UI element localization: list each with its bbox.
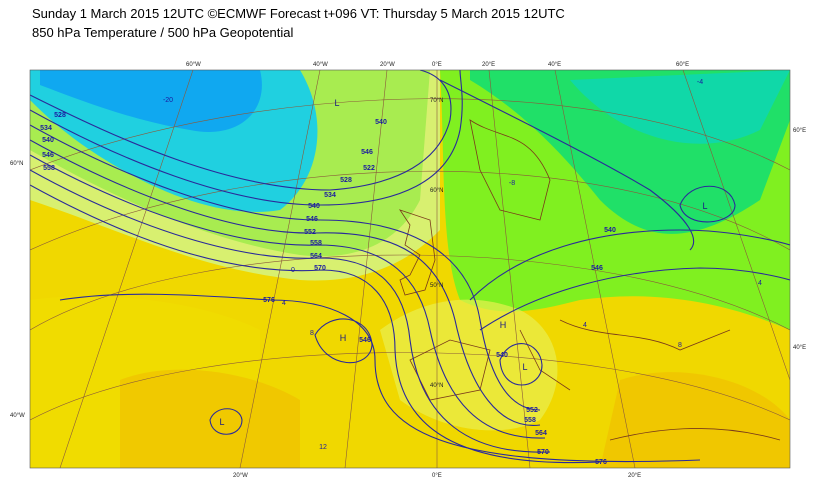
lon-label: 0°E (432, 473, 442, 479)
temperature-label: 4 (282, 300, 286, 307)
contour-label: 540 (604, 227, 616, 234)
contour-label: 546 (359, 337, 371, 344)
lon-label: 60°W (186, 62, 201, 68)
temperature-label: -4 (697, 79, 703, 86)
lon-label: 20°W (233, 473, 248, 479)
pressure-center: H (340, 333, 347, 343)
lon-label: 40°E (793, 345, 806, 351)
contour-label: 546 (306, 216, 318, 223)
lon-label: 20°E (628, 473, 641, 479)
lon-label: 40°E (548, 62, 561, 68)
temperature-label: 8 (678, 342, 682, 349)
contour-label: 552 (526, 407, 538, 414)
contour-label: 534 (40, 125, 52, 132)
temperature-label: 4 (583, 322, 587, 329)
temperature-label: 12 (319, 444, 327, 451)
contour-label: 546 (361, 149, 373, 156)
lat-label: 50°N (430, 283, 443, 289)
temperature-label: 4 (758, 280, 762, 287)
pressure-center: L (334, 98, 339, 108)
contour-label: 546 (42, 152, 54, 159)
contour-label: 522 (363, 165, 375, 172)
contour-label: 528 (54, 112, 66, 119)
lon-label: 60°E (676, 62, 689, 68)
contour-label: 558 (524, 417, 536, 424)
lon-label: 20°E (482, 62, 495, 68)
temperature-label: -8 (509, 180, 515, 187)
lon-label: 40°W (10, 413, 25, 419)
contour-label: 558 (310, 240, 322, 247)
contour-label: 570 (537, 449, 549, 456)
temperature-label: 8 (310, 330, 314, 337)
pressure-center: L (219, 417, 224, 427)
lat-label: 70°N (430, 98, 443, 104)
contour-label: 540 (375, 119, 387, 126)
pressure-center: L (702, 201, 707, 211)
field-labels: 5405465225285345405465525585645705765465… (40, 79, 762, 466)
contour-label: 558 (43, 165, 55, 172)
lon-label: 20°W (380, 62, 395, 68)
map-field (30, 70, 790, 468)
contour-label: 564 (310, 253, 322, 260)
temperature-label: -20 (163, 97, 173, 104)
subtitle: 850 hPa Temperature / 500 hPa Geopotenti… (32, 25, 294, 40)
title: Sunday 1 March 2015 12UTC ©ECMWF Forecas… (32, 6, 565, 21)
contour-label: 576 (263, 297, 275, 304)
contour-label: 570 (314, 265, 326, 272)
contour-label: 540 (496, 352, 508, 359)
contour-label: 528 (340, 177, 352, 184)
pressure-center: L (522, 362, 527, 372)
contour-label: 576 (595, 459, 607, 466)
temperature-label: 0 (291, 267, 295, 274)
lon-label: 0°E (432, 62, 442, 68)
lat-label: 40°N (430, 383, 443, 389)
contour-label: 540 (308, 203, 320, 210)
lat-label: 60°N (430, 188, 443, 194)
lat-label: 60°N (10, 161, 23, 167)
lon-label: 40°W (313, 62, 328, 68)
contour-label: 546 (591, 265, 603, 272)
contour-label: 534 (324, 192, 336, 199)
pressure-center: H (500, 320, 507, 330)
map-frame (29, 69, 791, 469)
contour-label: 552 (304, 229, 316, 236)
lon-label: 60°E (793, 128, 806, 134)
contour-label: 540 (42, 137, 54, 144)
contour-label: 564 (535, 430, 547, 437)
graticule-labels: 60°W 40°W 20°W 0°E 20°E 40°E 60°E 60°N 4… (10, 62, 806, 479)
